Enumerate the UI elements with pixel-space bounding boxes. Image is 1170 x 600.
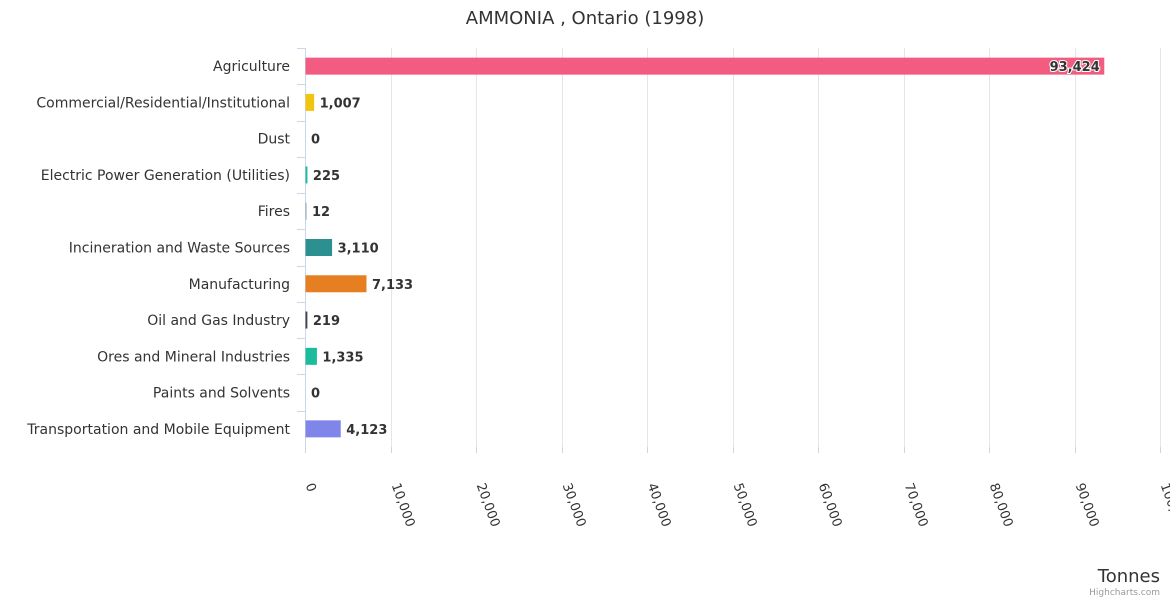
data-label: 12 <box>312 205 330 220</box>
bar <box>305 202 307 220</box>
bar <box>305 239 333 256</box>
data-label: 219 <box>313 314 340 329</box>
data-label: 93,424 <box>1050 60 1100 75</box>
bar-layer <box>305 57 1105 438</box>
category-label: Paints and Solvents <box>153 386 290 402</box>
bar <box>305 57 1105 75</box>
category-label: Transportation and Mobile Equipment <box>26 422 290 438</box>
data-label: 1,335 <box>322 350 363 365</box>
bar <box>305 93 315 111</box>
value-label-layer: 93,424 1,007 0 225 12 3,110 7,133 219 1,335 0 4,12… <box>311 59 1101 438</box>
category-label: Fires <box>258 204 290 220</box>
category-label: Ores and Mineral Industries <box>97 349 290 365</box>
category-label: Incineration and Waste Sources <box>69 241 290 257</box>
data-label: 225 <box>313 169 340 184</box>
bar <box>305 420 341 438</box>
category-label: Dust <box>258 132 291 148</box>
chart-title: AMMONIA , Ontario (1998) <box>466 8 704 29</box>
data-label: 1,007 <box>320 96 361 111</box>
value-axis-title: Tonnes <box>1097 566 1160 587</box>
data-label: 0 <box>311 387 320 402</box>
category-label: Commercial/Residential/Institutional <box>36 95 290 111</box>
bar <box>305 166 308 184</box>
category-label-layer: Agriculture Commercial/Residential/Instit… <box>26 59 290 438</box>
credits-link[interactable]: Highcharts.com <box>1089 588 1160 598</box>
data-label: 4,123 <box>346 423 387 438</box>
category-label: Manufacturing <box>189 277 290 293</box>
category-label: Agriculture <box>213 59 290 75</box>
data-label: 7,133 <box>372 278 413 293</box>
data-label: 0 <box>311 133 320 148</box>
bar <box>305 311 308 329</box>
bar <box>305 275 367 293</box>
category-label: Electric Power Generation (Utilities) <box>41 168 290 184</box>
bar <box>305 347 317 365</box>
data-label: 3,110 <box>338 242 379 257</box>
category-label: Oil and Gas Industry <box>147 313 290 329</box>
